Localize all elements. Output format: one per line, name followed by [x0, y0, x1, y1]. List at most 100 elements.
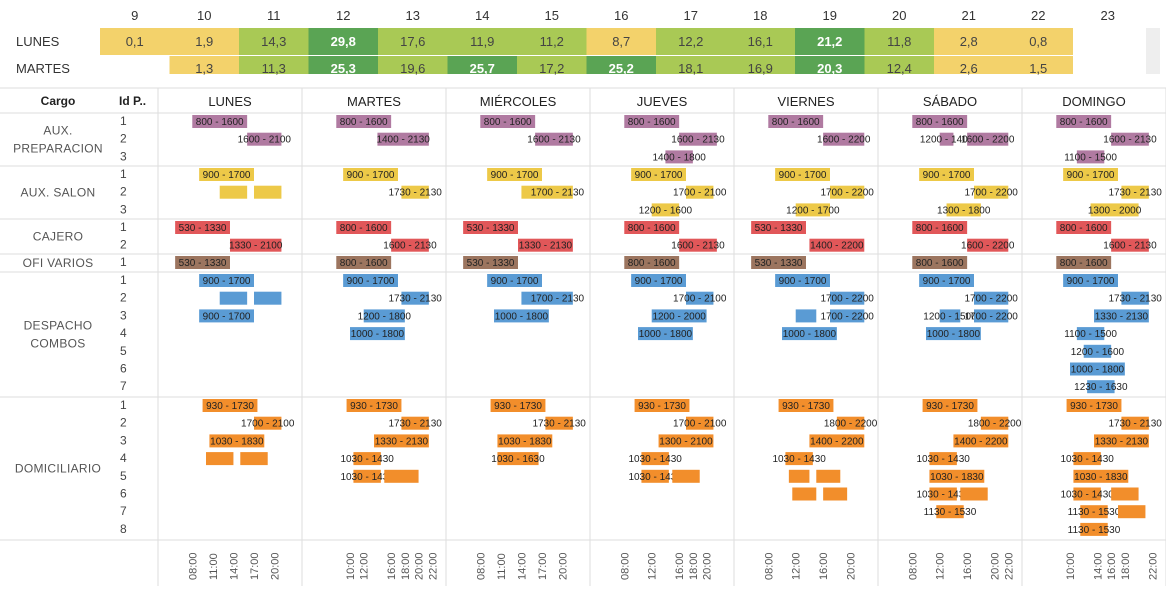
shift-label: 1730 - 2130	[1108, 188, 1162, 199]
shift-bar	[230, 238, 282, 252]
shift-label: 930 - 1730	[782, 401, 830, 412]
row-id: 5	[120, 469, 127, 483]
shift-label: 1230 - 1630	[1074, 382, 1128, 393]
shift-bar	[816, 469, 841, 483]
group-label: OFI VARIOS	[23, 256, 94, 270]
shift-bar	[247, 132, 282, 146]
axis-tick-label: 20:00	[846, 552, 858, 580]
row-id: 2	[120, 291, 127, 305]
heatmap-hour-label: 23	[1101, 8, 1115, 23]
shift-bar	[785, 452, 813, 466]
shift-bar	[219, 291, 248, 305]
shift-bar	[1111, 487, 1139, 501]
shift-label: 1700 - 2200	[820, 311, 874, 322]
shift-bar	[631, 274, 686, 287]
shift-label: 1330 - 2130	[1095, 436, 1149, 447]
shift-bar	[809, 238, 865, 252]
axis-tick-label: 12:00	[647, 552, 659, 580]
shift-label: 800 - 1600	[628, 117, 676, 128]
shift-label: 1730 - 2130	[532, 419, 586, 430]
heatmap-hour-label: 21	[962, 8, 976, 23]
shift-label: 1600 - 2100	[238, 135, 292, 146]
shift-bar	[1121, 185, 1149, 199]
axis-tick-label: 08:00	[475, 552, 487, 580]
shift-label: 900 - 1700	[923, 170, 971, 181]
shift-label: 1730 - 2130	[1108, 419, 1162, 430]
shift-label: 900 - 1700	[203, 170, 251, 181]
shift-bar	[624, 256, 680, 269]
shift-bar	[679, 132, 717, 146]
shift-label: 1330 - 2100	[229, 241, 283, 252]
axis-tick-label: 14:00	[1092, 552, 1104, 580]
shift-bar	[974, 291, 1009, 305]
shift-label: 800 - 1600	[340, 258, 388, 269]
group-label: AUX. SALON	[20, 186, 95, 200]
shift-bar	[641, 452, 669, 466]
shift-label: 900 - 1700	[635, 276, 683, 287]
shift-bar	[480, 115, 536, 128]
heatmap-cell-value: 29,8	[331, 34, 356, 49]
shift-label: 900 - 1700	[491, 170, 539, 181]
axis-tick-label: 16:00	[818, 552, 830, 580]
shift-bar	[795, 203, 830, 217]
shift-label: 800 - 1600	[628, 223, 676, 234]
shift-bar	[343, 168, 398, 181]
shift-bar	[542, 291, 573, 305]
shift-bar	[967, 132, 1009, 146]
shift-label: 900 - 1700	[779, 170, 827, 181]
shift-bar	[1087, 380, 1115, 394]
heatmap-cell	[795, 56, 865, 74]
heatmap-cell-value: 1,5	[1029, 61, 1047, 76]
row-id: 5	[120, 344, 127, 358]
shift-label: 1300 - 2000	[1088, 205, 1142, 216]
shift-label: 1000 - 1800	[495, 311, 549, 322]
heatmap-cell-value: 11,3	[262, 61, 286, 76]
heatmap-cell	[517, 56, 587, 74]
shift-label: 1000 - 1800	[351, 329, 405, 340]
heatmap-hour-label: 12	[336, 8, 350, 23]
heatmap-cell	[378, 28, 448, 55]
shift-bar	[634, 399, 690, 412]
heatmap-cell	[1003, 56, 1073, 74]
shift-bar	[651, 203, 680, 217]
heatmap-cell	[934, 28, 1004, 55]
shift-label: 800 - 1600	[1060, 223, 1108, 234]
heatmap-cell-value: 25,7	[470, 61, 495, 76]
shift-label: 1600 - 2200	[817, 135, 871, 146]
heatmap-cell	[656, 56, 726, 74]
group-label: DESPACHO	[24, 319, 93, 333]
shift-label: 1030 - 1430	[628, 454, 682, 465]
shift-bar	[912, 256, 968, 269]
shift-bar	[350, 327, 405, 341]
shift-bar	[1076, 327, 1105, 341]
group-label: AUX.	[43, 124, 72, 138]
shift-bar	[1056, 256, 1112, 269]
shift-bar	[939, 309, 961, 323]
heatmap-scrollbar	[1146, 28, 1160, 74]
shift-bar	[175, 256, 230, 269]
shift-label: 1300 - 2100	[659, 436, 713, 447]
shift-bar	[651, 309, 707, 323]
shift-label: 1030 - 1830	[210, 436, 264, 447]
axis-tick-label: 16:00	[962, 552, 974, 580]
shift-label: 1700 - 2200	[964, 188, 1018, 199]
heatmap-cell	[100, 28, 170, 55]
heatmap-cell	[725, 28, 795, 55]
shift-bar	[974, 309, 1009, 323]
shift-bar	[353, 452, 381, 466]
row-id: 3	[120, 308, 127, 322]
shift-bar	[240, 452, 268, 466]
shift-label: 1030 - 1430	[1060, 454, 1114, 465]
shift-label: 1200 - 1500	[923, 311, 977, 322]
axis-tick-label: 16:00	[674, 552, 686, 580]
row-id: 8	[120, 522, 127, 536]
shift-bar	[487, 168, 542, 181]
heatmap-hour-label: 19	[823, 8, 837, 23]
heatmap-hour-label: 15	[545, 8, 559, 23]
axis-tick-label: 18:00	[400, 552, 412, 580]
day-header: VIERNES	[777, 94, 834, 109]
axis-tick-label: 17:00	[249, 552, 261, 580]
axis-tick-label: 14:00	[228, 552, 240, 580]
shift-bar	[1080, 505, 1108, 519]
shift-bar	[377, 132, 429, 146]
